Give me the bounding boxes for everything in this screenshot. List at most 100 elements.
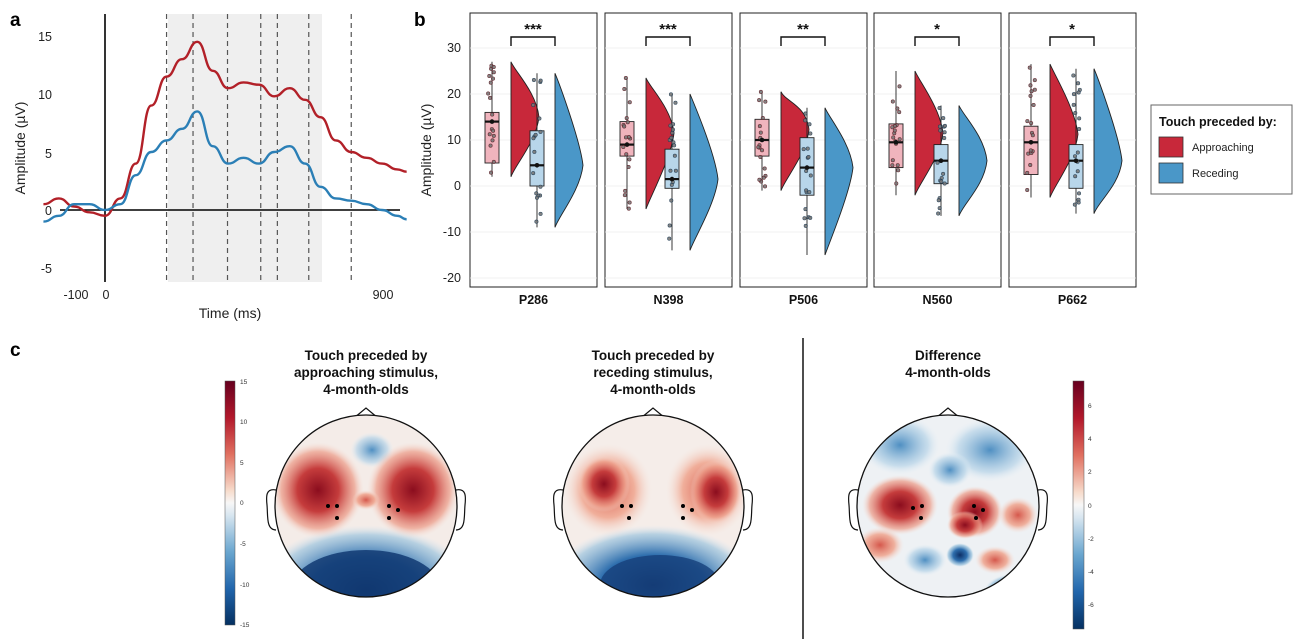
subject-point [897,84,902,89]
approaching-mean-point [759,137,765,143]
subject-point [622,124,627,129]
y-tick-labels: 15 10 5 0 -5 [38,30,52,276]
significance-stars: ** [797,21,809,38]
approaching-mean-point [489,119,495,124]
subject-point [897,110,902,115]
subject-point [672,153,677,158]
subject-point [487,132,492,137]
subject-point [939,179,944,184]
subject-point [890,99,895,104]
subject-point [762,166,767,171]
facet-n560: * N560 [873,12,1002,307]
facet-p662: * P662 [1008,12,1137,307]
colorbar-left: 15 10 5 0 -5 -10 -15 [224,379,250,629]
subject-point [1075,169,1080,174]
subject-point [625,120,630,125]
y-axis-title: Amplitude (µV) [12,102,28,195]
legend: Touch preceded by: Approaching Receding [1150,104,1293,195]
colorbar-tick: 2 [1088,469,1092,476]
subject-point [760,116,765,121]
subject-point [672,143,677,148]
subject-point [490,112,495,117]
subject-point [757,177,762,182]
subject-point [1026,151,1031,156]
colorbar-tick: -6 [1088,602,1094,609]
violin-box-chart: 30 20 10 0 -10 -20 Amplitude (µV) ***P28… [418,12,1137,307]
head-ear-left [847,489,859,531]
subject-point [890,125,895,130]
significance-bracket [645,36,691,46]
subject-point [537,116,542,121]
significance-bracket [780,36,826,46]
subject-point [890,158,895,163]
subject-point [669,182,674,187]
subject-point [1071,102,1076,107]
subject-point [1072,202,1077,207]
subject-point [488,80,493,85]
subject-point [534,219,539,224]
subject-point [1076,90,1081,95]
subject-point [895,106,900,111]
subject-point [538,211,543,216]
receding-mean-point [1073,158,1079,163]
panel-label-c: c [10,340,21,361]
y-tick-label: -20 [443,271,461,285]
significance-stars: *** [524,21,542,38]
facet-p506: ** P506 [739,12,868,307]
subject-point [1025,119,1030,124]
map-title-approaching: 4-month-olds [323,382,409,397]
subject-point [756,145,761,150]
subject-point [491,64,496,69]
subject-point [621,145,626,150]
subject-point [805,146,810,151]
y-tick-label: -10 [443,225,461,239]
electrode-markers [911,504,985,520]
subject-point [538,184,543,189]
subject-point [531,136,536,141]
electrode-markers [620,504,694,520]
y-axis-title: Amplitude (µV) [418,104,434,197]
subject-point [491,159,496,164]
y-tick-label: 10 [38,88,52,102]
colorbar-tick: 0 [1088,503,1092,510]
subject-point [897,137,902,142]
topomap-receding [552,407,754,598]
subject-point [673,100,678,105]
subject-point [538,129,543,134]
component-label: P506 [789,293,818,307]
subject-point [891,135,896,140]
subject-point [936,211,941,216]
receding-mean-point [804,165,810,170]
significance-bracket [510,36,556,46]
subject-point [1073,174,1078,179]
y-tick-label: -5 [41,262,52,276]
colorbar-tick: -10 [240,582,250,589]
subject-point [1073,111,1078,116]
subject-point [1028,163,1033,168]
subject-point [941,116,946,121]
subject-point [623,188,628,193]
subject-point [1073,154,1078,159]
subject-point [491,133,496,138]
subject-point [808,131,813,136]
subject-point [1076,81,1081,86]
subject-point [624,152,629,157]
receding-violin [689,93,719,251]
subject-point [896,168,901,173]
head-ear-left [552,489,564,531]
subject-point [487,73,492,78]
colorbar-tick: -15 [240,622,250,629]
subject-point [626,206,631,211]
significance-stars: *** [659,21,677,38]
y-tick-labels: 30 20 10 0 -10 -20 [443,41,461,285]
legend-label-approaching: Approaching [1192,142,1254,154]
legend-label-receding: Receding [1192,168,1238,180]
subject-point [808,173,813,178]
subject-point [938,128,943,133]
subject-point [1076,200,1081,205]
subject-point [806,155,811,160]
subject-point [627,100,632,105]
subject-point [803,223,808,228]
subject-point [942,130,947,135]
subject-point [1025,188,1030,193]
